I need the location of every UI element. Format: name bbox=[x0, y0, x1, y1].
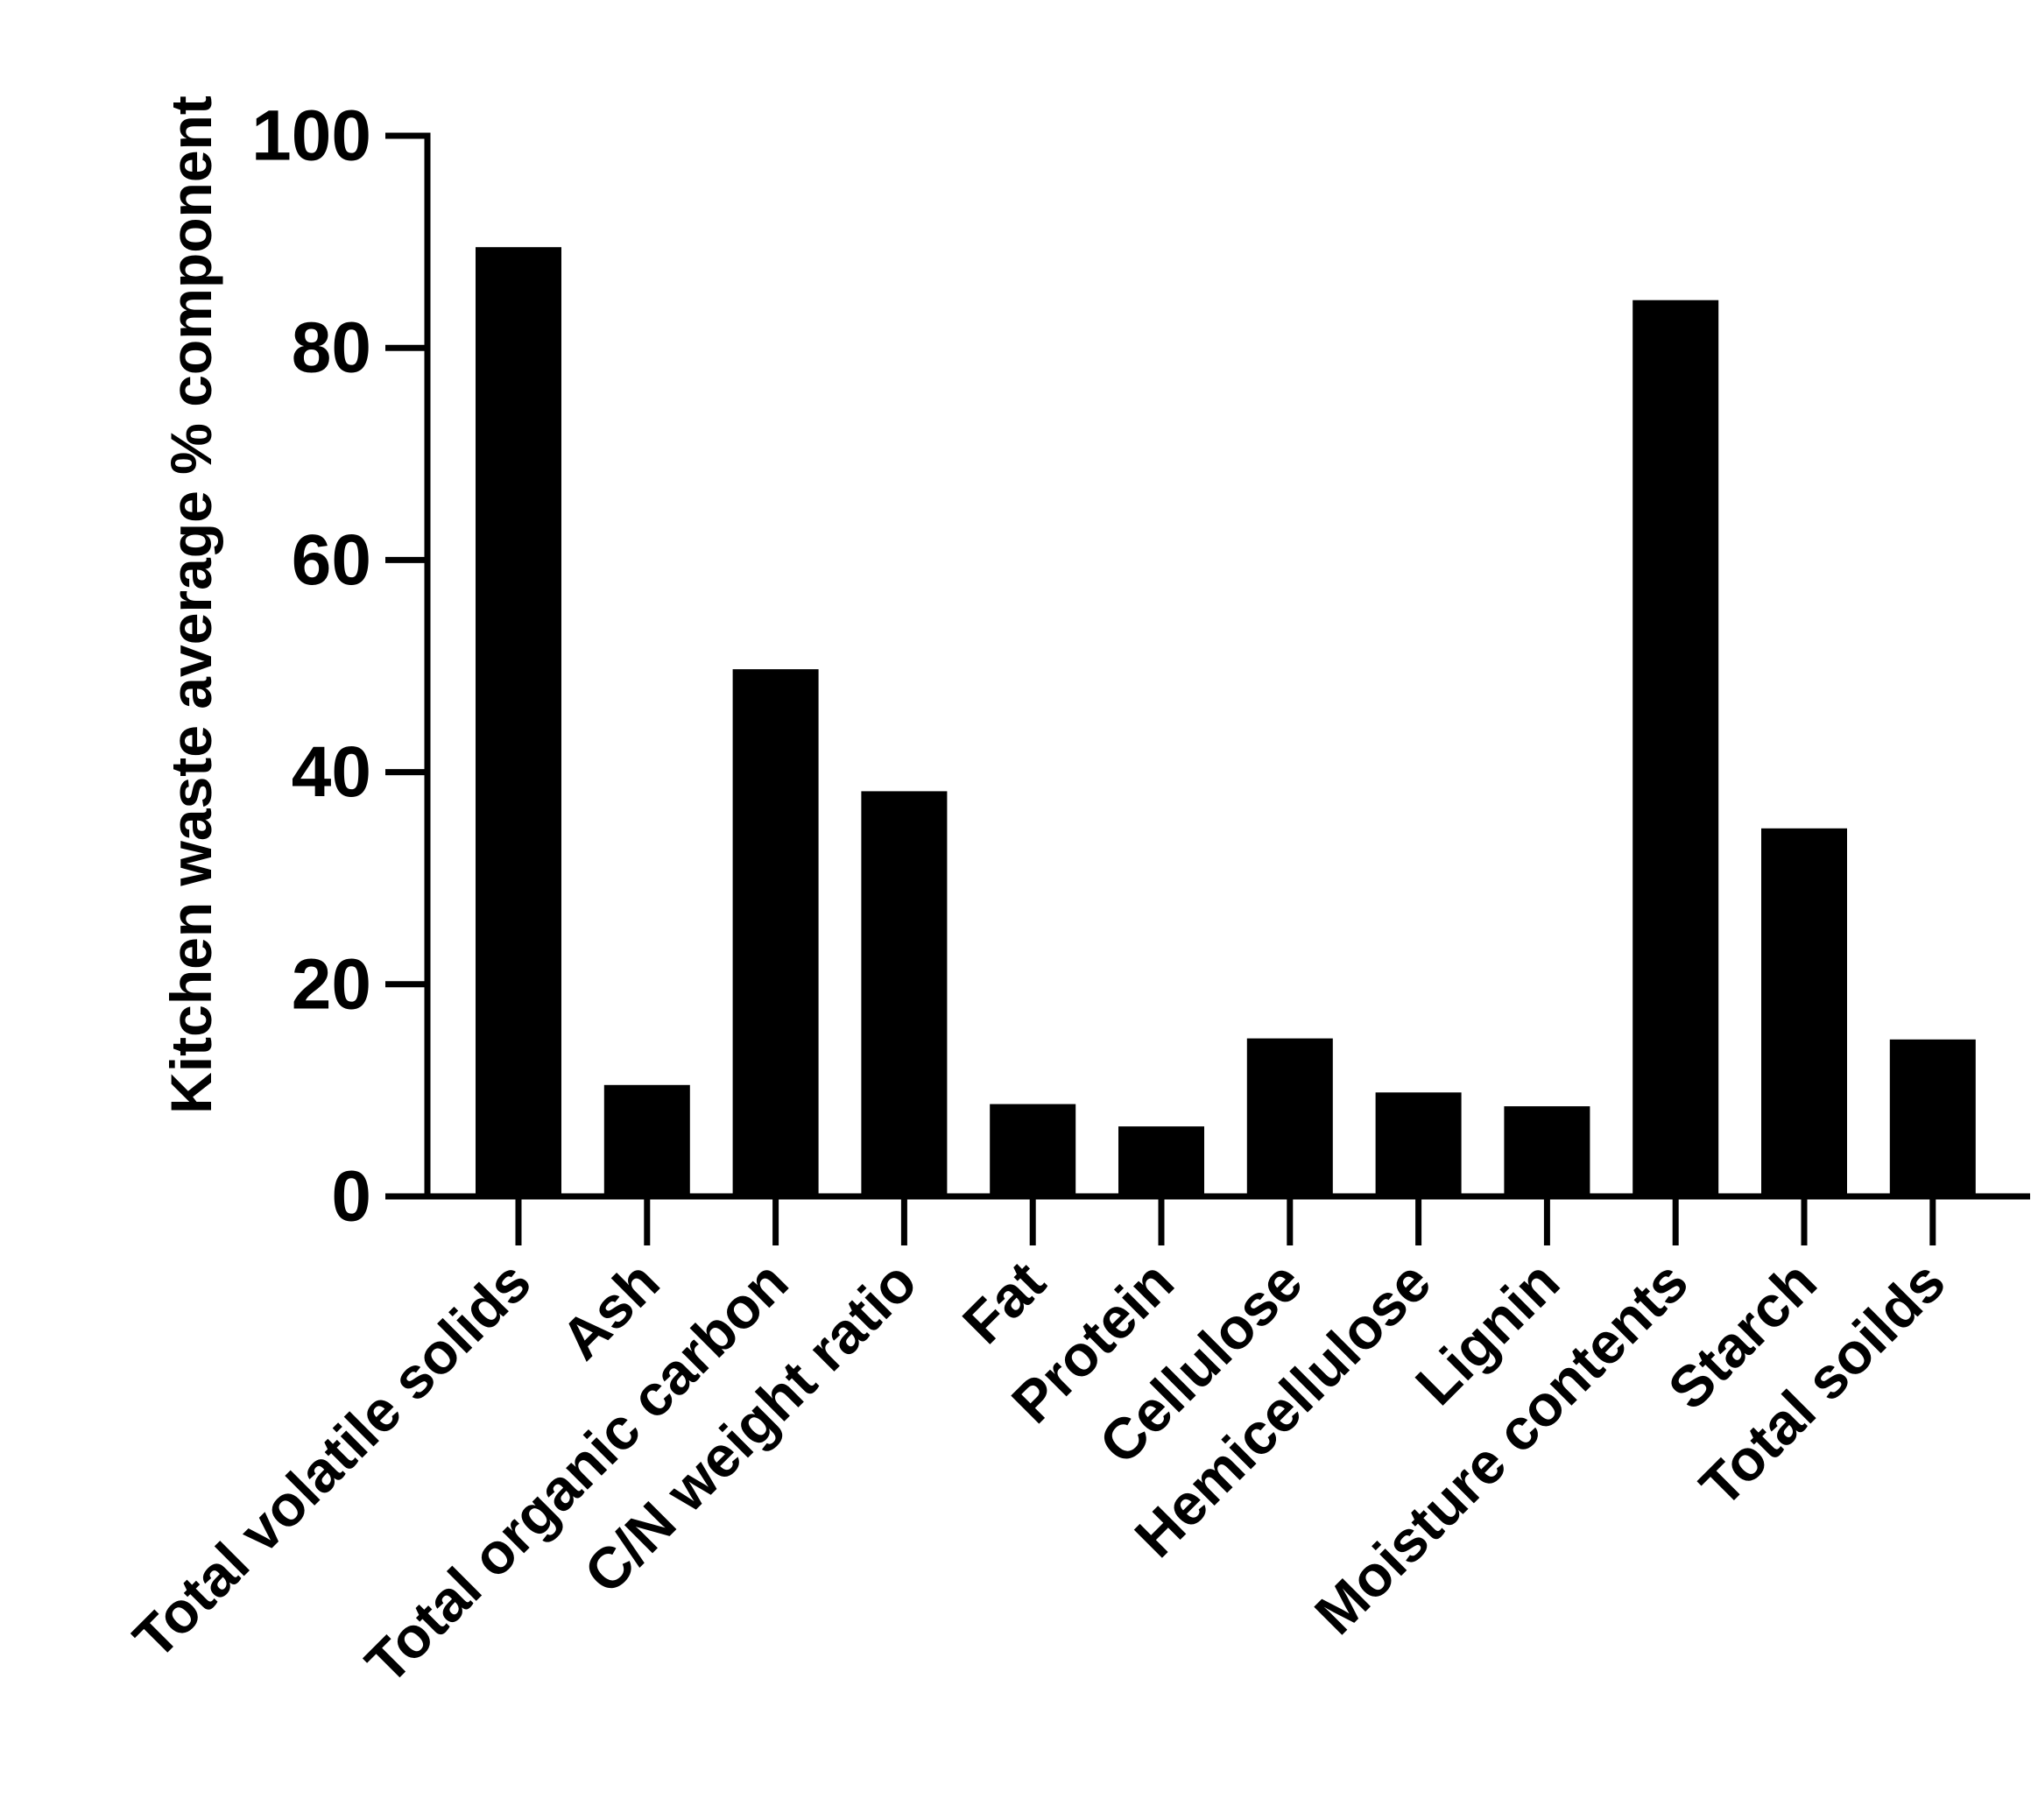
y-tick-label: 60 bbox=[292, 520, 371, 600]
bar bbox=[1118, 1126, 1204, 1196]
y-tick-label: 100 bbox=[251, 96, 371, 176]
y-tick-label: 0 bbox=[331, 1157, 371, 1237]
bar bbox=[1375, 1092, 1462, 1196]
axes-group bbox=[424, 132, 2030, 1200]
bar bbox=[603, 1084, 690, 1196]
bar bbox=[1504, 1106, 1590, 1196]
bar bbox=[1761, 828, 1847, 1196]
bar bbox=[732, 669, 819, 1196]
x-tick-label: Fat bbox=[950, 1249, 1057, 1356]
y-tick-label: 80 bbox=[292, 308, 371, 388]
y-tick-label: 20 bbox=[292, 944, 371, 1024]
y-ticks-group: 0 20 40 60 80 100 bbox=[251, 96, 427, 1237]
bar bbox=[476, 247, 561, 1197]
bar bbox=[1246, 1038, 1333, 1196]
bars-group bbox=[476, 247, 1976, 1197]
bar bbox=[861, 791, 948, 1196]
bar bbox=[1889, 1039, 1976, 1196]
bar bbox=[1633, 300, 1719, 1196]
y-tick-label: 40 bbox=[292, 732, 371, 812]
bar bbox=[990, 1104, 1076, 1196]
y-axis-title: Kitchen waste average % component bbox=[159, 95, 223, 1114]
